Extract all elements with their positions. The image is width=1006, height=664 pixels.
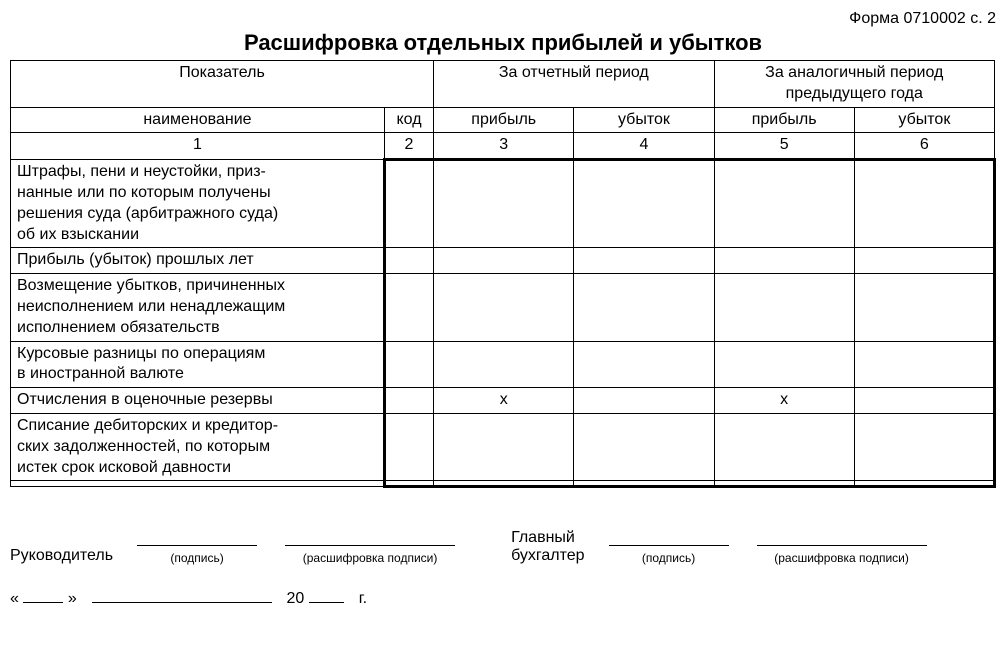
- row-cell[interactable]: [434, 160, 574, 248]
- row-code[interactable]: [384, 413, 433, 480]
- table-row: Прибыль (убыток) прошлых лет: [11, 248, 995, 274]
- form-header: Форма 0710002 с. 2: [10, 10, 996, 28]
- row-cell[interactable]: [574, 341, 714, 388]
- accountant-label-line1: Главный: [511, 529, 584, 547]
- row-cell[interactable]: [854, 160, 994, 248]
- th-code: код: [384, 107, 433, 133]
- row-cell[interactable]: [574, 388, 714, 414]
- row-cell[interactable]: [574, 274, 714, 341]
- row-cell[interactable]: [854, 388, 994, 414]
- row-cell[interactable]: [714, 160, 854, 248]
- th-profit2: прибыль: [714, 107, 854, 133]
- row-cell[interactable]: [854, 413, 994, 480]
- row-cell[interactable]: x: [714, 388, 854, 414]
- accountant-signature-sub: (подпись): [609, 551, 729, 565]
- director-label: Руководитель: [10, 547, 113, 565]
- row-code[interactable]: [384, 160, 433, 248]
- row-name: Возмещение убытков, причиненных неисполн…: [11, 274, 385, 341]
- table-row: Списание дебиторских и кредитор- ских за…: [11, 413, 995, 480]
- row-cell[interactable]: [434, 341, 574, 388]
- th-loss1: убыток: [574, 107, 714, 133]
- date-year-prefix: 20: [287, 590, 305, 607]
- table-row: [11, 481, 995, 487]
- th-col2: 2: [384, 133, 433, 160]
- date-quote-open: «: [10, 590, 19, 607]
- row-name: Штрафы, пени и неустойки, приз- нанные и…: [11, 160, 385, 248]
- row-code[interactable]: [384, 274, 433, 341]
- signatures-block: Руководитель (подпись) (расшифровка подп…: [10, 528, 996, 608]
- row-code[interactable]: [384, 481, 433, 487]
- th-previous: За аналогичный период предыдущего года: [714, 61, 994, 108]
- row-cell[interactable]: [434, 481, 574, 487]
- table-row: Штрафы, пени и неустойки, приз- нанные и…: [11, 160, 995, 248]
- row-cell[interactable]: [854, 341, 994, 388]
- th-col4: 4: [574, 133, 714, 160]
- row-cell[interactable]: [574, 160, 714, 248]
- row-cell[interactable]: [854, 248, 994, 274]
- date-year-suffix: г.: [359, 590, 367, 607]
- director-decipher-line[interactable]: [285, 528, 455, 546]
- row-cell[interactable]: [854, 274, 994, 341]
- row-cell[interactable]: [714, 248, 854, 274]
- row-cell[interactable]: [714, 274, 854, 341]
- accountant-decipher-sub: (расшифровка подписи): [757, 551, 927, 565]
- accountant-decipher-line[interactable]: [757, 528, 927, 546]
- director-signature-sub: (подпись): [137, 551, 257, 565]
- row-cell[interactable]: [714, 341, 854, 388]
- th-loss2: убыток: [854, 107, 994, 133]
- table-row: Курсовые разницы по операциям в иностран…: [11, 341, 995, 388]
- row-cell[interactable]: [714, 413, 854, 480]
- date-quote-close: »: [68, 590, 77, 607]
- table-row: Отчисления в оценочные резервы x x: [11, 388, 995, 414]
- date-day-line[interactable]: [23, 585, 63, 603]
- row-code[interactable]: [384, 388, 433, 414]
- row-cell[interactable]: [714, 481, 854, 487]
- main-table: Показатель За отчетный период За аналоги…: [10, 60, 996, 488]
- row-cell[interactable]: x: [434, 388, 574, 414]
- row-cell[interactable]: [854, 481, 994, 487]
- row-cell[interactable]: [574, 413, 714, 480]
- th-col3: 3: [434, 133, 574, 160]
- row-cell[interactable]: [434, 413, 574, 480]
- row-name: Списание дебиторских и кредитор- ских за…: [11, 413, 385, 480]
- director-signature-line[interactable]: [137, 528, 257, 546]
- date-month-line[interactable]: [92, 585, 272, 603]
- row-name: [11, 481, 385, 487]
- row-code[interactable]: [384, 341, 433, 388]
- th-reporting: За отчетный период: [434, 61, 714, 108]
- row-cell[interactable]: [434, 248, 574, 274]
- row-name: Курсовые разницы по операциям в иностран…: [11, 341, 385, 388]
- director-decipher-sub: (расшифровка подписи): [285, 551, 455, 565]
- th-profit1: прибыль: [434, 107, 574, 133]
- th-col5: 5: [714, 133, 854, 160]
- page-title: Расшифровка отдельных прибылей и убытков: [10, 30, 996, 56]
- th-name: наименование: [11, 107, 385, 133]
- row-name: Прибыль (убыток) прошлых лет: [11, 248, 385, 274]
- row-code[interactable]: [384, 248, 433, 274]
- row-cell[interactable]: [434, 274, 574, 341]
- row-cell[interactable]: [574, 248, 714, 274]
- accountant-signature-line[interactable]: [609, 528, 729, 546]
- date-year-line[interactable]: [309, 585, 344, 603]
- accountant-label-line2: бухгалтер: [511, 547, 584, 565]
- row-cell[interactable]: [574, 481, 714, 487]
- date-row: « » 20 г.: [10, 585, 996, 608]
- row-name: Отчисления в оценочные резервы: [11, 388, 385, 414]
- table-row: Возмещение убытков, причиненных неисполн…: [11, 274, 995, 341]
- th-indicator: Показатель: [11, 61, 434, 108]
- th-col6: 6: [854, 133, 994, 160]
- th-col1: 1: [11, 133, 385, 160]
